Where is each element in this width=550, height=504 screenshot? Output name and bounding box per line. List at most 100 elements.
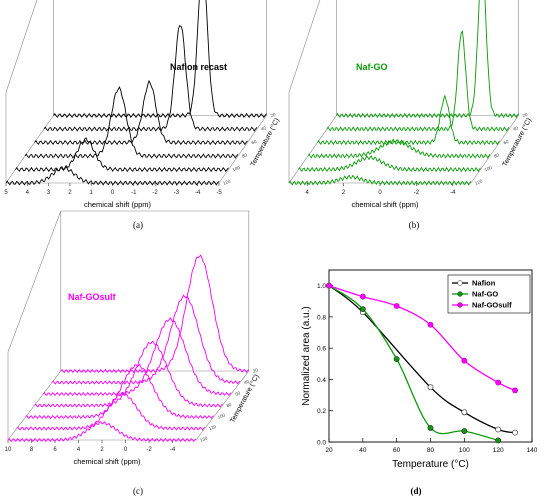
x-tick-label: 6 — [53, 447, 57, 453]
panel-title: Nafion recast — [170, 62, 227, 72]
x-tick-label: -4 — [450, 190, 456, 196]
legend-swatch-marker — [457, 302, 463, 308]
x-tick-label: 8 — [30, 447, 34, 453]
data-point-naf-gosulf — [359, 293, 366, 300]
x-tick-label: 2 — [100, 447, 104, 453]
spectrum-line-40 — [51, 294, 241, 385]
spectrum-line-120 — [16, 392, 206, 431]
depth-tick-label: 40 — [260, 125, 267, 132]
x-tick-label: -1 — [131, 190, 137, 196]
depth-tick-label: 80 — [226, 402, 233, 409]
x-tick-label: 60 — [393, 447, 401, 454]
depth-tick-label: 20 — [270, 112, 277, 119]
x-tick-label: 2 — [342, 190, 346, 196]
left-wall-top — [5, 0, 38, 93]
data-point-naf-gosulf — [495, 379, 502, 386]
depth-tick-label: 20 — [252, 367, 259, 374]
data-point-nafion — [461, 409, 468, 416]
spectrum-line-40 — [43, 24, 258, 132]
depth-tick-label: 120 — [474, 178, 483, 185]
spectrum-line-100 — [15, 137, 229, 173]
data-point-naf-go — [495, 437, 502, 444]
spectrum-line-80 — [24, 86, 239, 159]
x-tick-label: 140 — [527, 447, 538, 454]
depth-tick-label: 120 — [222, 178, 231, 185]
depth-tick-label: 60 — [251, 139, 258, 146]
floor-plane — [288, 115, 520, 184]
x-tick-label: 1 — [90, 190, 94, 196]
spectrum-line-60 — [317, 94, 500, 146]
x-tick-label: -4 — [170, 447, 176, 453]
y-tick-label: 0.0 — [317, 440, 326, 447]
data-point-nafion — [512, 429, 518, 436]
spectrum-line-40 — [326, 29, 510, 132]
left-wall-top — [7, 210, 62, 353]
x-tick-label: 4 — [26, 190, 30, 196]
data-point-naf-gosulf — [393, 303, 400, 309]
x-tick-label: -2 — [146, 447, 152, 453]
x-tick-label: -3 — [174, 190, 180, 196]
depth-tick-label: 80 — [493, 152, 500, 159]
depth-tick-label: 40 — [243, 379, 250, 386]
spectrum-line-120 — [5, 166, 220, 186]
legend-label: Nafion — [472, 279, 496, 288]
panel-title: Naf-GOsulf — [68, 292, 117, 302]
back-wall — [53, 0, 267, 116]
x-tick-label: 0 — [111, 190, 115, 196]
spectrum-line-80 — [307, 138, 491, 159]
back-wall — [60, 210, 250, 371]
depth-tick-label: 100 — [484, 165, 493, 172]
spectrum-line-100 — [25, 363, 214, 420]
spectrum-line-100 — [298, 155, 481, 173]
legend-label: Naf-GOsulf — [472, 301, 512, 310]
legend-swatch-marker — [457, 291, 463, 297]
x-tick-label: 4 — [306, 190, 310, 196]
x-tick-label: 3 — [47, 190, 51, 196]
x-tick-label: 10 — [5, 447, 12, 453]
data-point-naf-go — [393, 356, 400, 363]
spectrum-line-20 — [60, 254, 250, 374]
panel-a: 5 4 3 2 1 0 -1 -2 -3 -4 -5 chemical shift (ppm) 1201… — [4, 0, 281, 230]
data-point-naf-go — [427, 425, 434, 431]
x-axis-label: chemical shift (ppm) — [351, 200, 419, 209]
x-tick-label: -2 — [414, 190, 420, 196]
x-tick-label: 100 — [459, 447, 470, 454]
panel-label: (b) — [409, 220, 420, 230]
depth-tick-label: 20 — [522, 112, 529, 119]
panel-label: (d) — [411, 486, 422, 496]
y-tick-label: 0.6 — [317, 346, 326, 353]
x-tick-label: 40 — [359, 447, 367, 454]
y-tick-label: 1.0 — [317, 283, 326, 290]
data-point-naf-gosulf — [512, 387, 518, 394]
x-tick-label: 20 — [325, 447, 333, 454]
spectrum-line-80 — [34, 340, 223, 408]
data-point-naf-gosulf — [427, 321, 434, 328]
spectrum-line-60 — [34, 79, 248, 146]
spectrum-line-130 — [7, 420, 197, 443]
depth-tick-label: 60 — [503, 139, 510, 146]
data-point-naf-go — [461, 428, 468, 434]
x-tick-label: 5 — [4, 190, 8, 196]
x-tick-label: 4 — [77, 447, 81, 453]
spectrum-line-20 — [336, 0, 519, 119]
y-tick-label: 0.8 — [317, 314, 326, 321]
data-point-nafion — [427, 384, 434, 391]
spectrum-line-120 — [288, 174, 472, 186]
panel-label: (c) — [133, 486, 143, 496]
legend-label: Naf-GO — [472, 290, 498, 299]
x-tick-label: 0 — [378, 190, 382, 196]
x-tick-label: 120 — [493, 447, 504, 454]
x-tick-label: 80 — [427, 447, 435, 454]
x-tick-label: -5 — [216, 190, 222, 196]
data-point-naf-gosulf — [326, 282, 332, 289]
y-axis-label: Normalized area (a.u.) — [301, 306, 312, 405]
y-tick-label: 0.2 — [317, 408, 326, 415]
x-axis-label: chemical shift (ppm) — [73, 457, 141, 466]
depth-tick-label: 80 — [241, 152, 248, 159]
panel-title: Naf-GO — [356, 62, 388, 72]
data-point-nafion — [495, 426, 502, 433]
depth-tick-label: 100 — [232, 165, 241, 172]
y-tick-label: 0.4 — [317, 377, 326, 384]
